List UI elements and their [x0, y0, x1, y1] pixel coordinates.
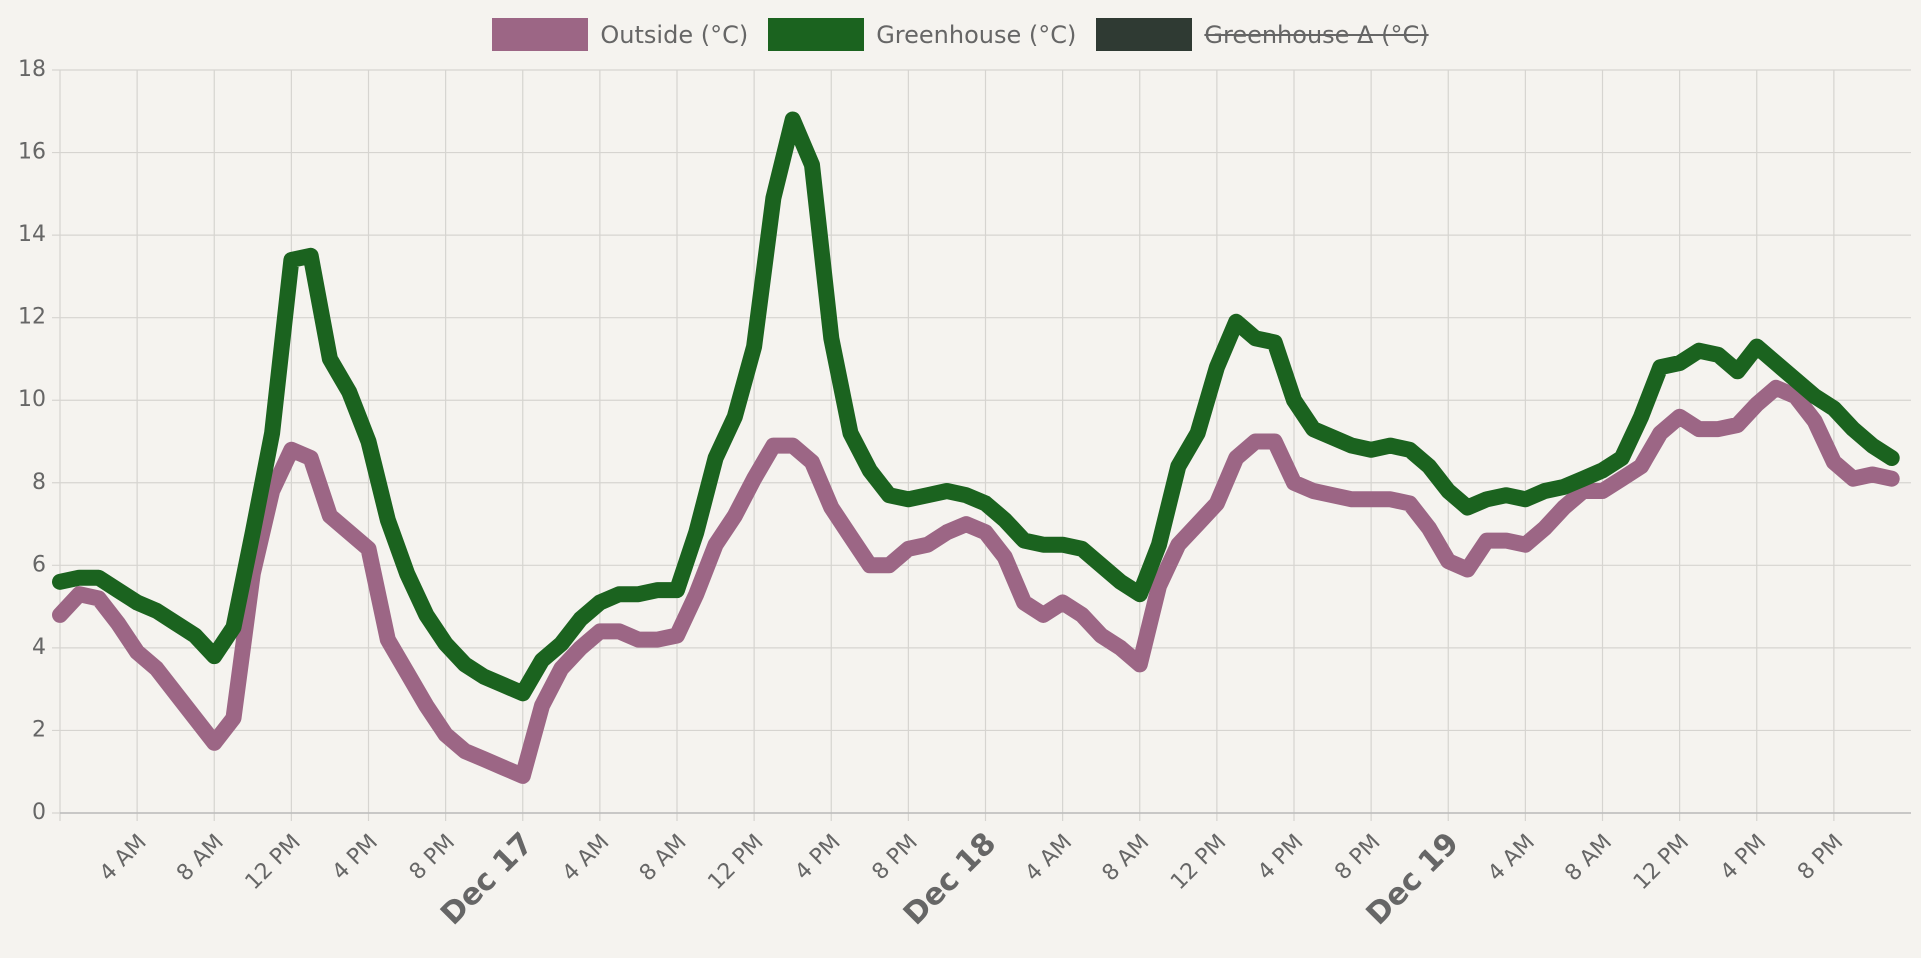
x-tick-label: 4 PM: [1253, 830, 1308, 885]
legend: Outside (°C) Greenhouse (°C) Greenhouse Δ …: [0, 18, 1921, 51]
legend-swatch: [1096, 18, 1193, 51]
x-tick-label: 4 AM: [95, 830, 152, 887]
x-tick-label: 4 PM: [1716, 830, 1771, 885]
legend-swatch: [768, 18, 865, 51]
y-tick-label: 6: [32, 552, 46, 577]
y-tick-label: 16: [18, 140, 46, 165]
x-tick-label: 12 PM: [1166, 830, 1231, 895]
legend-item[interactable]: Greenhouse (°C): [768, 18, 1076, 51]
y-tick-label: 14: [18, 222, 46, 247]
x-tick-label: 12 PM: [241, 830, 306, 895]
x-tick-label: 8 AM: [1098, 830, 1155, 887]
x-tick-label: 8 PM: [1330, 830, 1385, 885]
legend-swatch: [492, 18, 589, 51]
legend-label: Greenhouse (°C): [876, 20, 1077, 49]
y-tick-label: 0: [32, 800, 46, 825]
series-line: [52, 111, 1900, 702]
x-tick-label: 8 AM: [635, 830, 692, 887]
x-tick-label: 8 PM: [1793, 830, 1848, 885]
y-tick-label: 18: [18, 57, 46, 82]
x-tick-label: 4 AM: [1021, 830, 1078, 887]
x-tick-label: 4 AM: [558, 830, 615, 887]
x-tick-label: 8 PM: [405, 830, 460, 885]
y-tick-label: 2: [32, 717, 46, 742]
legend-label: Outside (°C): [600, 20, 749, 49]
x-tick-label: 8 AM: [1560, 830, 1617, 887]
y-tick-label: 10: [18, 387, 46, 412]
y-tick-label: 8: [32, 470, 46, 495]
legend-label: Greenhouse Δ (°C): [1204, 20, 1429, 49]
y-tick-label: 4: [32, 635, 46, 660]
series-line: [52, 379, 1900, 784]
x-tick-label: 4 PM: [328, 830, 383, 885]
legend-item[interactable]: Outside (°C): [492, 18, 748, 51]
x-tick-label: 4 AM: [1483, 830, 1540, 887]
x-tick-label: 4 PM: [790, 830, 845, 885]
x-tick-label: 8 PM: [868, 830, 923, 885]
x-tick-label: 8 AM: [172, 830, 229, 887]
x-tick-label: 12 PM: [703, 830, 768, 895]
y-tick-label: 12: [18, 305, 46, 330]
legend-item[interactable]: Greenhouse Δ (°C): [1096, 18, 1429, 51]
x-tick-label: 12 PM: [1629, 830, 1694, 895]
